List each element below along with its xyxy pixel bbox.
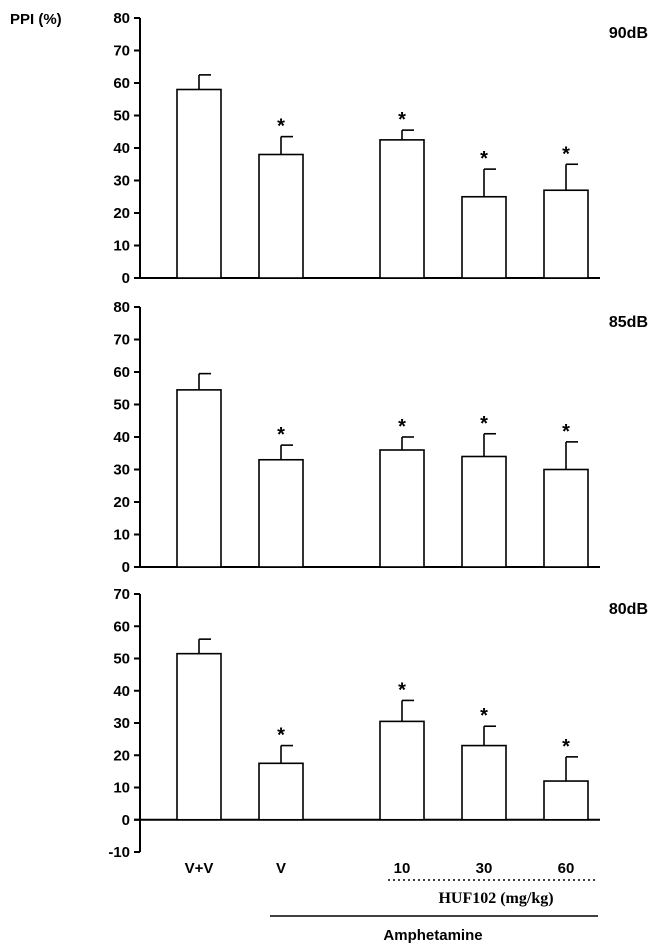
bar-60	[543, 189, 589, 279]
significance-marker: *	[277, 424, 285, 446]
bar-60	[543, 468, 589, 568]
y-tick-label: 60	[113, 364, 130, 381]
y-tick-label: 20	[113, 747, 130, 764]
category-label: 10	[394, 860, 411, 877]
panels: 0 10 20 30 40 50 60 70 80 90dB * * * * 0 10 20 30 40 50 60 70…	[108, 10, 648, 877]
y-tick-label: 30	[113, 715, 130, 732]
y-tick-label: 70	[113, 332, 130, 349]
y-tick-label: 0	[122, 270, 130, 287]
y-axis-label: PPI (%)	[10, 11, 62, 28]
significance-marker: *	[398, 109, 406, 131]
significance-marker: *	[398, 416, 406, 438]
dose-group-label: HUF102 (mg/kg)	[438, 890, 553, 907]
significance-marker: *	[480, 413, 488, 435]
category-label: V	[276, 860, 286, 877]
significance-marker: *	[480, 148, 488, 170]
bar-V	[258, 762, 304, 821]
category-labels: V+V V 10 30 60	[185, 860, 575, 877]
bar-V+V	[176, 88, 222, 279]
y-tick-label: 0	[122, 559, 130, 576]
y-tick-label: 60	[113, 75, 130, 92]
bar-60	[543, 780, 589, 821]
y-tick-label: -10	[108, 844, 130, 861]
y-tick-label: 80	[113, 299, 130, 316]
y-tick-label: 0	[122, 812, 130, 829]
bar-V+V	[176, 652, 222, 821]
treatment-label: Amphetamine	[383, 927, 482, 944]
significance-marker: *	[277, 116, 285, 138]
x-axis-group-labels: HUF102 (mg/kg) Amphetamine	[270, 879, 598, 944]
y-tick-label: 70	[113, 586, 130, 603]
bar-V	[258, 458, 304, 568]
bar-30	[461, 455, 507, 568]
y-tick-label: 10	[113, 780, 130, 797]
y-tick-label: 40	[113, 429, 130, 446]
panel-90dB: 0 10 20 30 40 50 60 70 80 90dB * * * *	[113, 10, 648, 287]
bar-10	[379, 139, 425, 279]
y-tick-label: 50	[113, 651, 130, 668]
y-tick-label: 30	[113, 173, 130, 190]
y-tick-label: 40	[113, 683, 130, 700]
significance-marker: *	[480, 705, 488, 727]
category-label: 30	[476, 860, 493, 877]
y-tick-label: 20	[113, 205, 130, 222]
bar-30	[461, 744, 507, 821]
y-tick-label: 60	[113, 618, 130, 635]
y-tick-label: 50	[113, 108, 130, 125]
category-label: V+V	[185, 860, 214, 877]
panel-80dB: -10 0 10 20 30 40 50 60 70 80dB * * * *	[108, 586, 648, 861]
y-tick-label: 10	[113, 238, 130, 255]
category-label: 60	[558, 860, 575, 877]
y-tick-label: 30	[113, 462, 130, 479]
panel-label: 90dB	[609, 25, 648, 42]
y-tick-label: 80	[113, 10, 130, 27]
significance-marker: *	[398, 679, 406, 701]
panel-85dB: 0 10 20 30 40 50 60 70 80 85dB * * * *	[113, 299, 648, 576]
significance-marker: *	[562, 143, 570, 165]
bar-30	[461, 195, 507, 279]
y-tick-label: 40	[113, 140, 130, 157]
y-tick-label: 70	[113, 43, 130, 60]
bar-10	[379, 449, 425, 568]
significance-marker: *	[562, 421, 570, 443]
y-tick-label: 10	[113, 527, 130, 544]
significance-marker: *	[277, 725, 285, 747]
y-tick-label: 20	[113, 494, 130, 511]
panel-label: 85dB	[609, 314, 648, 331]
y-tick-label: 50	[113, 397, 130, 414]
significance-marker: *	[562, 736, 570, 758]
bar-V+V	[176, 389, 222, 568]
panel-label: 80dB	[609, 601, 648, 618]
bar-V	[258, 153, 304, 279]
bar-10	[379, 720, 425, 821]
